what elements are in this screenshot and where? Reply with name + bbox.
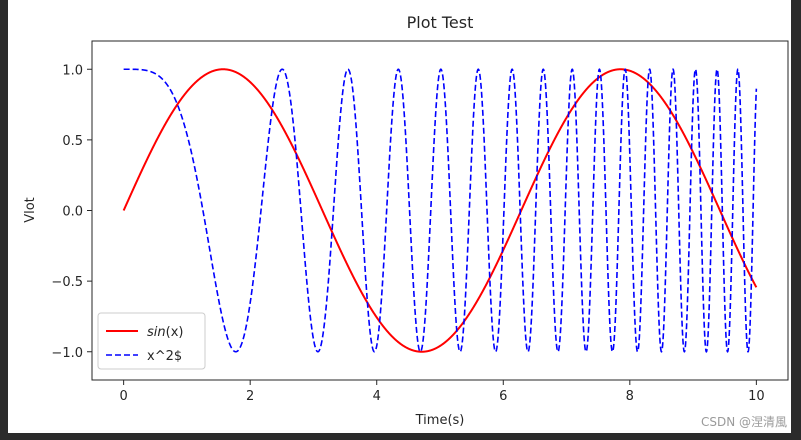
chart-title: Plot Test: [407, 13, 474, 32]
x-tick-label: 0: [119, 389, 127, 404]
x-axis-ticks: 0 2 4 6 8 10: [119, 380, 765, 404]
y-axis-ticks: 1.0 0.5 0.0 −0.5 −1.0: [51, 63, 92, 361]
x-tick-label: 2: [246, 389, 254, 404]
series-line-cos-x2: [123, 68, 758, 353]
plot-area: [122, 68, 758, 353]
x-tick-label: 6: [499, 389, 507, 404]
x-axis-label: Time(s): [415, 413, 465, 428]
y-axis-label: Vlot: [23, 197, 38, 223]
legend-label-sin-name: sin: [147, 325, 166, 340]
x-tick-label: 8: [626, 389, 634, 404]
x-tick-label: 10: [748, 389, 765, 404]
y-tick-label: 0.0: [62, 205, 83, 220]
y-tick-label: −1.0: [51, 346, 83, 361]
legend-label-sin-arg: (x): [166, 325, 184, 340]
series-line-sin: [122, 68, 758, 353]
figure: Plot Test 0 2 4 6 8 10 1.0 0.5 0.0 −0.5 −1.0 Time…: [8, 0, 791, 433]
y-tick-label: 0.5: [62, 134, 83, 149]
plot-test-chart: Plot Test 0 2 4 6 8 10 1.0 0.5 0.0 −0.5 −1.0 Time…: [23, 13, 789, 428]
y-tick-label: −0.5: [51, 275, 83, 290]
watermark: CSDN @涅清風: [700, 415, 787, 429]
legend-label-x2: x^2$: [147, 349, 182, 364]
legend-label-sin: sin(x): [147, 325, 183, 340]
y-tick-label: 1.0: [62, 63, 83, 78]
legend: sin(x) x^2$: [97, 312, 206, 370]
x-tick-label: 4: [373, 389, 381, 404]
